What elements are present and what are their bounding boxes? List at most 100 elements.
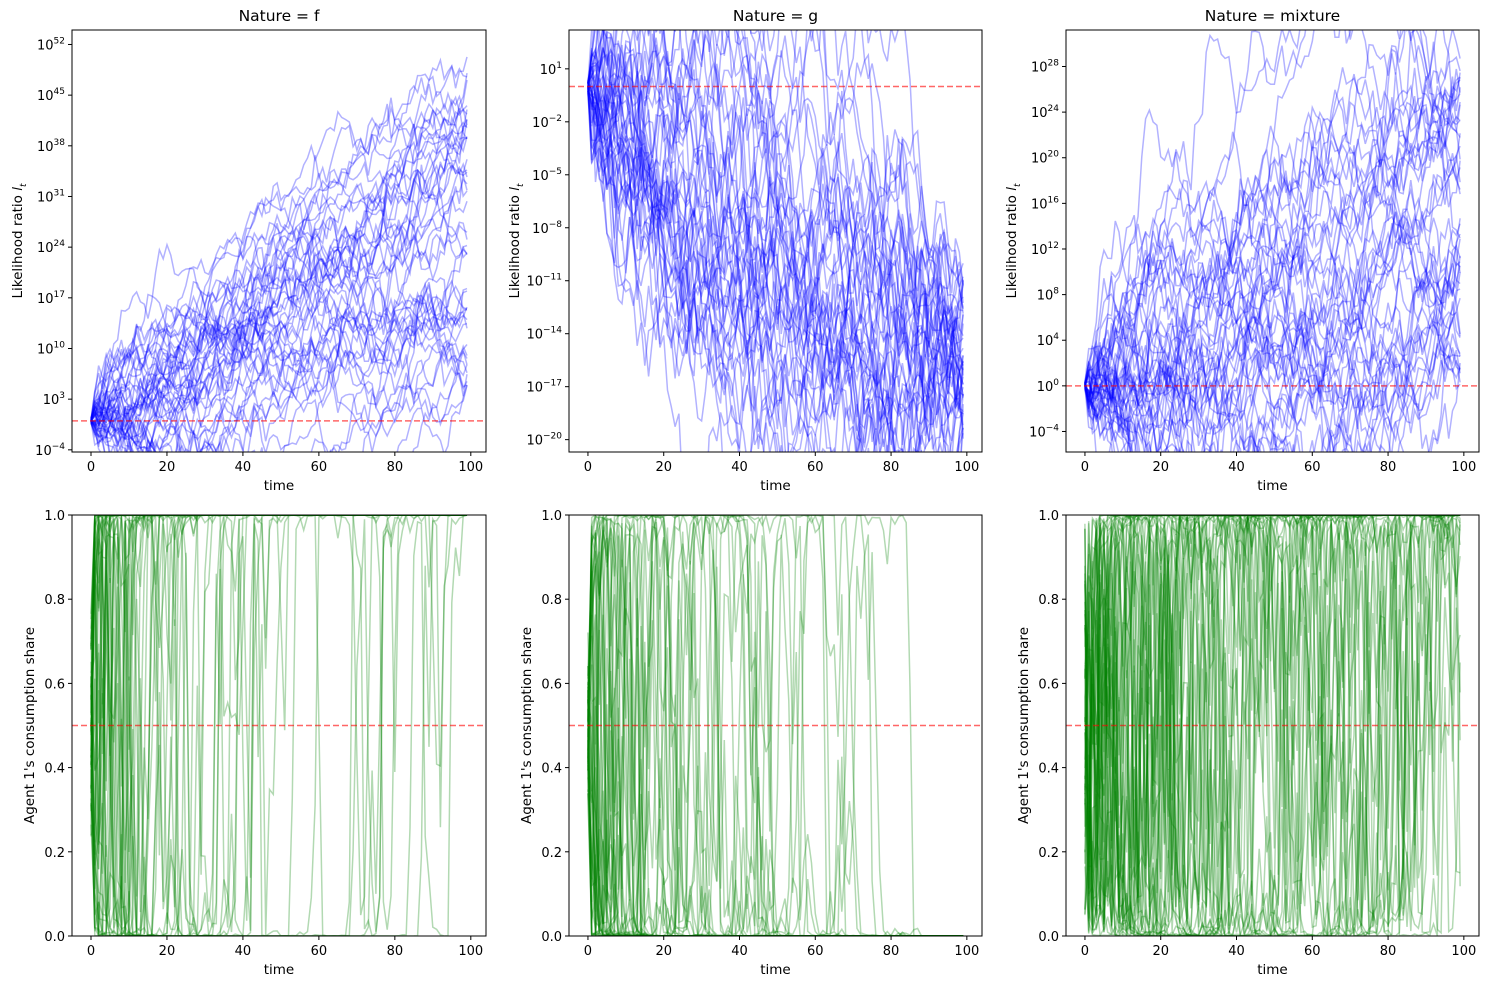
x-tick-label: 60 [311, 944, 328, 959]
subplot-4: 0 20 40 60 80 100 0.0 0.2 0.4 0.6 0.8 1.0 time Agent … [22, 509, 487, 978]
y-tick-label: 10−20 [526, 432, 562, 449]
axes-frame [71, 514, 487, 937]
series-line [587, 80, 964, 408]
series-line [1084, 73, 1461, 449]
series-line [1084, 104, 1461, 435]
series-line [1084, 362, 1461, 452]
y-tick-label: 10−11 [526, 273, 562, 290]
series-line [587, 89, 964, 452]
y-tick-label: 0.2 [44, 846, 65, 861]
series-line [1084, 218, 1461, 405]
subplot-1: 0 20 40 60 80 100 1052 1045 1038 1031 1024 1017 1010… [10, 7, 487, 494]
axes-frame [568, 514, 983, 937]
series-line [1084, 515, 1461, 910]
series-line [1084, 262, 1461, 428]
x-tick-label: 60 [1304, 944, 1321, 959]
series-line [1084, 145, 1461, 452]
series-line [587, 30, 964, 388]
y-axis-label: Agent 1's consumption share [22, 627, 38, 824]
y-tick-label: 1038 [37, 138, 65, 155]
series-line [587, 90, 964, 449]
series-line [1084, 223, 1461, 452]
x-tick-label: 20 [655, 944, 672, 959]
series-line [1084, 515, 1461, 936]
x-tick-label: 100 [1451, 944, 1476, 959]
series-line [90, 247, 468, 424]
series-line [90, 149, 468, 450]
series-line [1084, 251, 1461, 452]
series-line [90, 109, 468, 437]
y-axis-label: Agent 1's consumption share [1016, 627, 1032, 824]
series-line [1084, 277, 1461, 452]
subplot-title: Nature = g [733, 7, 818, 25]
series-line [90, 118, 468, 423]
series-line [587, 81, 964, 452]
series-line [587, 30, 964, 444]
subplot-title: Nature = f [239, 7, 320, 25]
series-line [1084, 267, 1461, 429]
series-line [1084, 48, 1461, 452]
series-line [90, 515, 467, 936]
series-line [90, 261, 468, 452]
series-line [587, 30, 964, 434]
series-line [90, 294, 468, 452]
series-line [90, 515, 467, 936]
y-axis-label: Likelihood ratio lt [1004, 183, 1023, 299]
series-line [587, 73, 964, 452]
series-line [1084, 358, 1461, 452]
series-line [1084, 515, 1461, 936]
series-line [1084, 211, 1461, 452]
series-line [90, 136, 468, 428]
series-line [90, 161, 468, 427]
series-line [587, 30, 964, 452]
y-tick-label: 108 [1037, 287, 1060, 304]
x-tick-label: 20 [159, 460, 176, 475]
series-line [90, 515, 467, 936]
series-line [1084, 515, 1461, 936]
series-line [90, 110, 468, 419]
series-line [1084, 515, 1461, 929]
y-tick-label: 1024 [1031, 104, 1059, 121]
x-tick-label: 80 [387, 460, 404, 475]
y-axis-label: Likelihood ratio lt [10, 183, 29, 299]
y-tick-label: 10−4 [35, 442, 65, 459]
y-tick-label: 0.6 [1038, 677, 1059, 692]
series-line [587, 30, 964, 452]
series-line [1084, 515, 1461, 936]
series-line [587, 30, 964, 364]
series-line [90, 339, 468, 452]
x-tick-label: 20 [1152, 460, 1169, 475]
y-tick-label: 10−14 [526, 326, 562, 343]
x-tick-label: 100 [954, 944, 979, 959]
series-line [587, 515, 964, 936]
axes-frame [568, 29, 983, 453]
series-line [587, 515, 964, 936]
x-tick-label: 40 [235, 944, 252, 959]
series-line [587, 666, 964, 936]
series-line [90, 515, 467, 936]
series-line [1084, 515, 1461, 929]
x-tick-label: 40 [1228, 944, 1245, 959]
series-line [1084, 275, 1461, 452]
series-line [1084, 299, 1461, 452]
series-line [587, 664, 964, 936]
series-line [1084, 515, 1461, 936]
series-line [90, 125, 468, 419]
series-line [587, 30, 964, 452]
series-line [1084, 515, 1461, 936]
x-axis-label: time [1257, 478, 1288, 494]
series-line [587, 30, 964, 452]
series-line [90, 297, 468, 452]
series-line [587, 518, 964, 936]
series-line [1084, 518, 1461, 936]
series-line [90, 515, 467, 936]
series-line [587, 30, 964, 452]
series-line [1084, 515, 1461, 936]
series-line [587, 515, 964, 936]
axes-frame [71, 29, 487, 453]
series-line [587, 66, 964, 452]
series-line [587, 79, 964, 366]
series-line [90, 136, 468, 423]
series-line [1084, 515, 1461, 936]
x-tick-label: 100 [458, 944, 483, 959]
